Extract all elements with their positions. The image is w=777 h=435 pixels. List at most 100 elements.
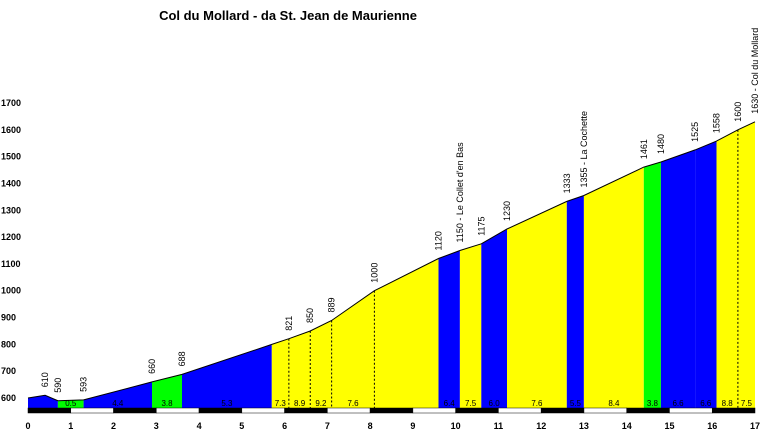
km-block-6: [284, 407, 328, 414]
elevation-label-17: 1525: [690, 122, 700, 142]
x-tick-label-12: 12: [536, 421, 546, 431]
elevation-label-15: 1461: [639, 139, 649, 159]
gradient-label-4: 5.3: [221, 399, 233, 408]
km-block-7: [327, 407, 371, 414]
y-tick-label-11: 1700: [1, 98, 21, 108]
gradient-label-11: 7.5: [465, 399, 477, 408]
km-block-0: [27, 407, 72, 414]
gradient-labels: 0.5 4.4 3.8 5.3 7.3 8.9 9.2 7.6 6.4 7.5 6.0 7.6 5.5 8…: [65, 399, 752, 408]
segment-18: [695, 141, 717, 408]
y-tick-label-7: 1300: [1, 205, 21, 215]
y-tick-label-8: 1400: [1, 179, 21, 189]
elevation-label-1: 590: [53, 378, 63, 393]
gradient-segments: [28, 121, 755, 409]
km-block-13: [583, 407, 627, 414]
elevation-label-13: 1333: [562, 173, 572, 193]
segment-2: [83, 381, 152, 408]
segment-8: [331, 290, 375, 408]
elevation-label-16: 1480: [656, 134, 666, 154]
x-tick-label-2: 2: [111, 421, 116, 431]
y-tick-label-4: 1000: [1, 286, 21, 296]
segment-13: [507, 201, 567, 408]
km-block-16: [711, 407, 756, 414]
elevation-label-8: 1000: [369, 263, 379, 283]
gradient-label-6: 8.9: [294, 399, 306, 408]
profile-outline: [27, 121, 756, 402]
gradient-label-8: 7.6: [347, 399, 359, 408]
elevation-label-18: 1558: [712, 113, 722, 133]
y-tick-label-9: 1500: [1, 152, 21, 162]
elevation-label-0: 610: [40, 372, 50, 387]
segment-0: [28, 395, 58, 408]
gradient-label-7: 9.2: [315, 399, 327, 408]
elevation-label-2: 593: [79, 377, 89, 392]
km-block-14: [626, 407, 670, 414]
km-block-11: [498, 407, 542, 414]
chart-title: Col du Mollard - da St. Jean de Maurienn…: [159, 8, 417, 23]
y-tick-label-3: 900: [1, 313, 16, 323]
gradient-label-1: 0.5: [65, 399, 77, 408]
elevation-label-10: 1150 - Le Collet d'en Bas: [455, 142, 465, 243]
x-tick-label-11: 11: [494, 421, 504, 431]
elevation-label-9: 1120: [434, 231, 444, 250]
y-tick-label-10: 1600: [1, 125, 21, 135]
km-block-1: [70, 407, 114, 414]
x-tick-label-1: 1: [68, 421, 73, 431]
y-tick-label-6: 1200: [1, 232, 21, 242]
x-tick-label-15: 15: [664, 421, 674, 431]
elevation-label-3: 660: [147, 359, 157, 374]
x-tick-label-9: 9: [410, 421, 415, 431]
gradient-label-13: 7.6: [531, 399, 543, 408]
km-block-9: [412, 407, 456, 414]
x-tick-label-13: 13: [579, 421, 589, 431]
x-tick-label-16: 16: [707, 421, 717, 431]
x-tick-label-10: 10: [451, 421, 461, 431]
x-tick-label-4: 4: [197, 421, 202, 431]
elevation-label-12: 1230: [502, 201, 512, 221]
elevation-label-7: 889: [327, 297, 337, 312]
elevation-label-4: 688: [177, 351, 187, 366]
elevation-label-14: 1355 - La Cochette: [579, 111, 589, 188]
x-axis: 0 1 2 3 4 5 6 7 8 9 10 11 12 13 14 15 16 17: [25, 421, 760, 431]
gradient-label-14: 5.5: [570, 399, 582, 408]
y-tick-label-5: 1100: [1, 259, 21, 269]
distance-bar: [27, 407, 756, 414]
gradient-label-12: 6.0: [489, 399, 501, 408]
segment-10: [438, 250, 460, 408]
km-block-2: [113, 407, 157, 414]
km-block-4: [198, 407, 243, 414]
segment-dividers: [288, 129, 739, 408]
segment-3: [152, 374, 182, 408]
segment-14: [566, 195, 584, 408]
km-block-8: [369, 407, 414, 414]
gradient-label-10: 6.4: [444, 399, 456, 408]
km-block-5: [241, 407, 285, 414]
y-tick-label-2: 800: [1, 339, 16, 349]
segment-4: [182, 344, 272, 408]
x-tick-label-14: 14: [622, 421, 632, 431]
segment-7: [310, 320, 332, 408]
x-tick-label-17: 17: [750, 421, 760, 431]
gradient-label-17: 6.6: [672, 399, 684, 408]
segment-5: [271, 338, 289, 408]
elevation-labels: 610 590 593 660 688 821 850 889 1000 1120 1150 - L…: [40, 28, 760, 393]
km-block-3: [156, 407, 200, 414]
elevation-label-5: 821: [284, 316, 294, 331]
elevation-label-19: 1600: [733, 102, 743, 122]
segment-19: [716, 129, 738, 409]
gradient-label-5: 7.3: [275, 399, 287, 408]
km-block-10: [455, 407, 499, 414]
gradient-label-2: 4.4: [112, 399, 124, 408]
x-tick-label-8: 8: [368, 421, 373, 431]
segment-20: [737, 121, 755, 409]
elevation-label-20: 1630 - Col du Mollard: [750, 28, 760, 114]
x-tick-label-6: 6: [282, 421, 287, 431]
x-tick-label-3: 3: [154, 421, 159, 431]
segment-11: [459, 243, 482, 408]
elevation-label-11: 1175: [476, 216, 486, 235]
y-axis: 600 700 800 900 1000 1100 1200 1300 1400 1500 1600…: [1, 98, 21, 403]
gradient-label-15: 8.4: [608, 399, 620, 408]
gradient-label-16: 3.8: [647, 399, 659, 408]
gradient-label-18: 6.6: [700, 399, 712, 408]
